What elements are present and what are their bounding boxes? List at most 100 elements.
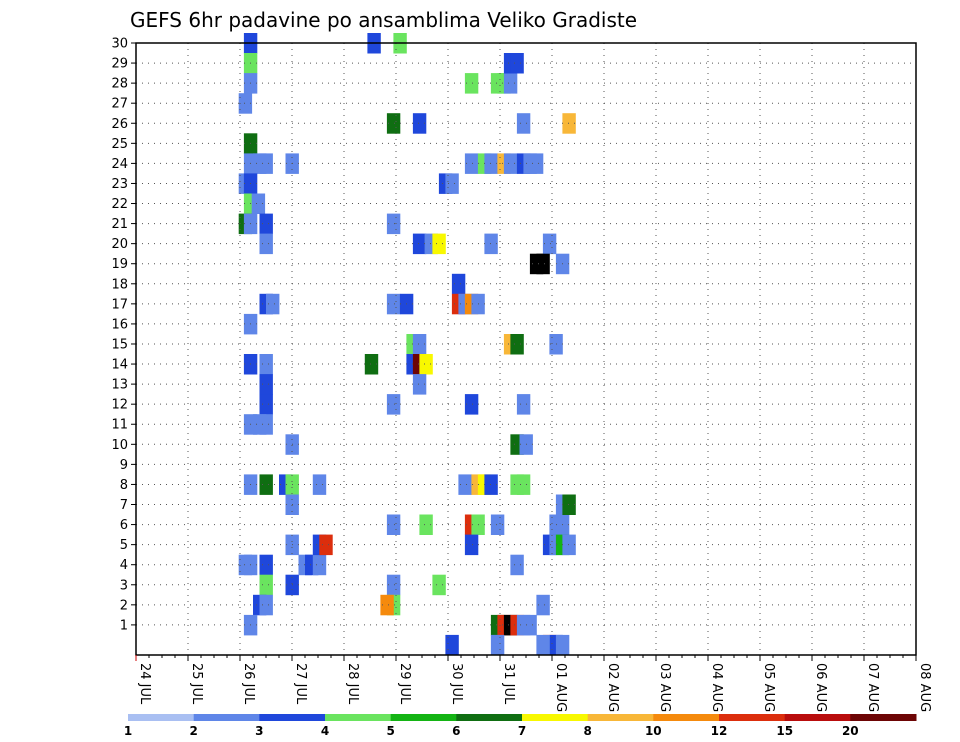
x-tick-label: 30 JUL xyxy=(449,663,464,705)
precip-cell xyxy=(484,474,498,495)
colorbar-label: 6 xyxy=(452,724,460,738)
precip-cell xyxy=(251,193,266,214)
y-tick-label: 20 xyxy=(111,237,128,252)
precip-cell xyxy=(516,394,531,415)
precip-cell xyxy=(386,394,401,415)
precip-cell xyxy=(419,354,433,375)
precip-cell xyxy=(259,354,273,375)
precip-cell xyxy=(562,494,576,515)
y-tick-label: 16 xyxy=(111,317,128,332)
precip-cell xyxy=(484,153,498,174)
colorbar-label: 4 xyxy=(321,724,329,738)
y-tick-label: 9 xyxy=(120,458,128,473)
y-tick-label: 26 xyxy=(111,117,128,132)
y-tick-label: 18 xyxy=(111,277,128,292)
y-tick-label: 10 xyxy=(111,438,128,453)
precip-cell xyxy=(503,153,518,174)
colorbar-swatch xyxy=(325,714,392,721)
precip-cell xyxy=(529,153,544,174)
colorbar: 1 2 3 4 5 6 7 8 10 12 15 20 xyxy=(124,714,917,738)
colorbar-swatch xyxy=(587,714,654,721)
x-tick-label: 24 JUL xyxy=(137,663,152,705)
precip-cell xyxy=(259,594,273,616)
x-tick-label: 07 AUG xyxy=(865,663,880,712)
precip-cell xyxy=(386,514,401,535)
x-tick-label: 08 AUG xyxy=(917,663,932,712)
y-tick-label: 25 xyxy=(111,137,128,152)
precip-cell xyxy=(536,594,550,616)
precip-cell xyxy=(445,173,459,194)
colorbar-label: 1 xyxy=(124,724,132,738)
colorbar-swatch xyxy=(522,714,589,721)
colorbar-swatch xyxy=(128,714,195,721)
y-tick-label: 7 xyxy=(120,498,128,513)
y-tick-label: 27 xyxy=(111,97,128,112)
y-tick-label: 30 xyxy=(111,37,128,52)
y-tick-label: 28 xyxy=(111,77,128,92)
y-tick-label: 29 xyxy=(111,57,128,72)
colorbar-swatch xyxy=(193,714,260,721)
y-tick-label: 22 xyxy=(111,197,128,212)
colorbar-swatch xyxy=(456,714,523,721)
precip-cell xyxy=(259,394,273,415)
y-tick-label: 13 xyxy=(111,378,128,393)
precip-cell xyxy=(510,53,524,74)
precip-cell xyxy=(259,414,273,435)
precip-cell xyxy=(464,534,479,556)
x-tick-label: 04 AUG xyxy=(709,663,724,712)
precip-cell xyxy=(458,474,472,495)
precip-cell xyxy=(319,534,333,556)
colorbar-label: 5 xyxy=(387,724,395,738)
colorbar-label: 3 xyxy=(255,724,263,738)
precip-cell xyxy=(266,293,280,315)
precip-cell xyxy=(364,354,379,375)
precip-cell xyxy=(542,233,557,255)
precip-cell xyxy=(259,474,273,495)
colorbar-swatch xyxy=(784,714,851,721)
y-tick-label: 17 xyxy=(111,297,128,312)
y-tick-label: 1 xyxy=(120,618,128,633)
colorbar-swatch xyxy=(850,714,917,721)
precip-cell xyxy=(386,574,401,596)
precip-cell xyxy=(419,514,433,535)
y-tick-label: 15 xyxy=(111,337,128,352)
precip-cell xyxy=(412,374,427,395)
y-tick-label: 11 xyxy=(111,418,128,433)
colorbar-swatch xyxy=(390,714,457,721)
y-tick-label: 2 xyxy=(120,598,128,613)
x-tick-label: 02 AUG xyxy=(605,663,620,712)
colorbar-swatch xyxy=(719,714,786,721)
dotted-grid xyxy=(136,42,916,655)
precip-cell xyxy=(523,614,537,636)
precip-cell xyxy=(259,233,273,255)
precip-cell xyxy=(386,113,401,134)
x-tick-label: 29 JUL xyxy=(397,663,412,705)
y-tick-label: 14 xyxy=(111,358,128,373)
precip-cell xyxy=(484,233,498,255)
x-tick-label: 27 JUL xyxy=(293,663,308,705)
y-tick-label: 5 xyxy=(120,538,128,553)
chart-title: GEFS 6hr padavine po ansamblima Veliko G… xyxy=(130,8,637,32)
x-tick-label: 06 AUG xyxy=(813,663,828,712)
colorbar-label: 7 xyxy=(518,724,526,738)
precip-cell xyxy=(412,113,427,134)
colorbar-label: 8 xyxy=(584,724,592,738)
colorbar-label: 20 xyxy=(842,724,859,738)
colorbar-swatch xyxy=(259,714,326,721)
precip-cell xyxy=(503,73,518,94)
precip-cell xyxy=(510,554,524,576)
precip-cell xyxy=(312,474,327,495)
x-tick-label: 01 AUG xyxy=(553,663,568,712)
precip-cell xyxy=(259,554,273,576)
colorbar-swatch xyxy=(653,714,720,721)
y-tick-label: 19 xyxy=(111,257,128,272)
precip-cell xyxy=(259,374,273,395)
x-tick-label: 05 AUG xyxy=(761,663,776,712)
x-tick-label: 03 AUG xyxy=(657,663,672,712)
precip-cell xyxy=(464,73,479,94)
y-tick-label: 8 xyxy=(120,478,128,493)
y-tick-label: 6 xyxy=(120,518,128,533)
precip-cell xyxy=(412,334,427,355)
precip-cell xyxy=(451,273,466,295)
